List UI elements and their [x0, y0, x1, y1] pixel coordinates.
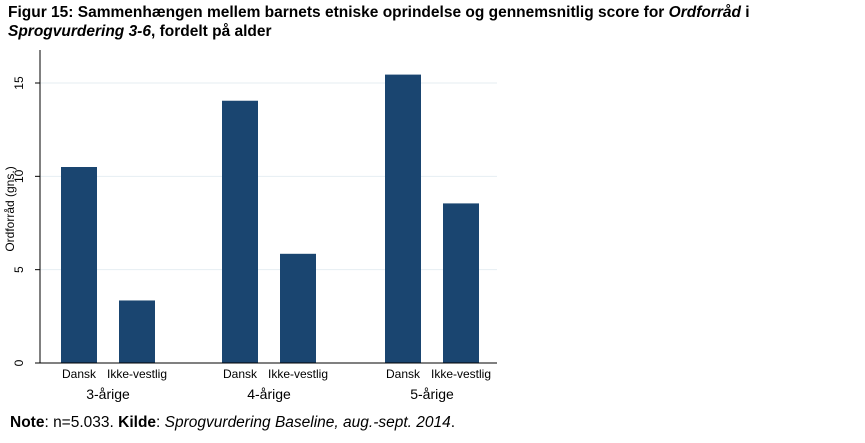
category-label: Dansk — [386, 367, 421, 381]
bar — [222, 100, 258, 363]
source-text: Sprogvurdering Baseline, aug.-sept. 2014 — [164, 414, 451, 431]
title-text-2: i — [740, 4, 750, 21]
figure-note: Note: n=5.033. Kilde: Sprogvurdering Bas… — [10, 414, 455, 432]
bar — [61, 167, 97, 363]
y-tick-label: 5 — [12, 266, 26, 273]
category-label: Ikke-vestlig — [431, 367, 491, 381]
title-italic-2: Sprogvurdering 3-6 — [8, 23, 151, 40]
figure-title: Figur 15: Sammenhængen mellem barnets et… — [8, 3, 858, 41]
source-label: Kilde — [118, 414, 157, 431]
source-end: . — [450, 414, 456, 431]
axis-layer — [35, 50, 497, 364]
group-label: 5-årige — [410, 386, 454, 402]
title-text-1: Figur 15: Sammenhængen mellem barnets et… — [8, 4, 669, 21]
category-label: Dansk — [62, 367, 97, 381]
labels-layer: 0 5 10 15 Ordforråd (gns.) Dansk Ikke-vestlig 3… — [3, 76, 491, 402]
group-label: 3-årige — [86, 386, 130, 402]
y-axis-title: Ordforråd (gns.) — [3, 166, 17, 251]
bar — [385, 74, 421, 363]
bar — [280, 253, 316, 363]
bar — [443, 203, 479, 363]
category-label: Ikke-vestlig — [268, 367, 328, 381]
note-label: Note — [10, 414, 45, 431]
category-label: Dansk — [223, 367, 258, 381]
y-tick-label: 10 — [12, 169, 26, 183]
source-sep: : — [156, 414, 165, 431]
y-tick-label: 15 — [12, 76, 26, 90]
bars-layer — [61, 74, 479, 363]
title-text-3: , fordelt på alder — [150, 23, 272, 40]
category-label: Ikke-vestlig — [107, 367, 167, 381]
note-text: : n=5.033. — [44, 414, 119, 431]
y-tick-label: 0 — [12, 359, 26, 366]
group-label: 4-årige — [247, 386, 291, 402]
title-italic-1: Ordforråd — [668, 4, 741, 21]
grid-layer — [40, 82, 497, 271]
bar — [119, 300, 155, 363]
